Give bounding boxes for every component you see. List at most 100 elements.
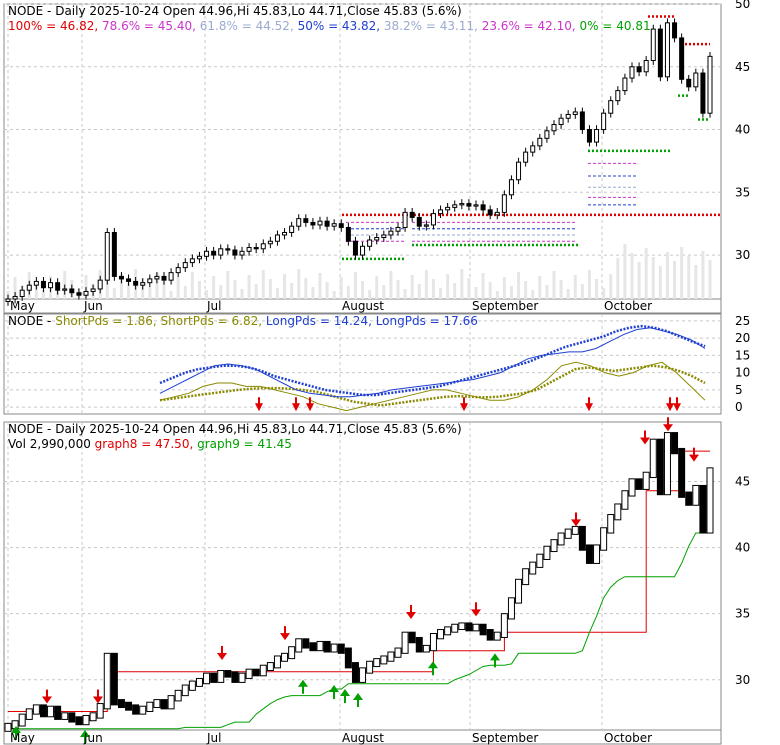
price-y-tick: 35 (735, 185, 750, 199)
indicator-series-line (159, 361, 706, 412)
volume-bar (261, 270, 265, 299)
sell-arrow (280, 633, 290, 641)
lower-y-tick: 35 (735, 607, 750, 621)
price-candle (672, 22, 678, 39)
volume-bar (155, 273, 159, 299)
price-candle (218, 248, 224, 256)
volume-bar (84, 275, 88, 299)
price-x-tick: August (342, 299, 384, 313)
indicator-y-tick: 10 (735, 366, 750, 380)
lower-candle (422, 644, 430, 653)
volume-bar (467, 278, 471, 299)
price-candle (374, 236, 380, 241)
price-candle (430, 213, 436, 226)
lower-candle (380, 655, 388, 665)
indicator-legend-item: LongPds = 14.24, (266, 314, 376, 328)
price-candle (700, 72, 706, 114)
volume-bar (148, 287, 152, 299)
indicator-grid (4, 314, 721, 414)
volume-bar (219, 285, 223, 299)
price-candle (289, 225, 295, 233)
price-x-tick: May (10, 299, 35, 313)
volume-bar (403, 289, 407, 299)
price-candle (62, 288, 68, 291)
lower-candle (635, 478, 643, 490)
indicator-sell-arrow (585, 403, 593, 412)
volume-bar (552, 271, 556, 299)
volume-bar (339, 277, 343, 299)
price-title: NODE - Daily 2025-10-24 Open 44.96,Hi 45… (8, 4, 462, 18)
price-candle (438, 209, 444, 215)
lower-candle (692, 484, 700, 506)
fib-legend-item: 0% = 40.81 (580, 19, 651, 33)
indicator-y-tick: 0 (735, 400, 743, 414)
price-candle (338, 223, 344, 228)
volume-bar (651, 257, 655, 299)
lower-candle (32, 704, 40, 715)
volume-bar (361, 281, 365, 299)
price-candle (147, 278, 153, 284)
lower-candle (224, 670, 232, 678)
volume-bar (602, 288, 606, 299)
volume-bar (247, 275, 251, 299)
price-candle (530, 145, 536, 153)
volume-bar (431, 279, 435, 299)
indicator-sell-arrow (255, 403, 263, 412)
volume-bar (566, 289, 570, 299)
lower-candle (337, 643, 345, 654)
volume-bar (368, 290, 372, 299)
price-candle (643, 59, 649, 73)
volume-bar (183, 286, 187, 299)
lower-x-tick: October (604, 731, 652, 745)
price-candle (204, 250, 210, 257)
price-y-tick: 30 (735, 248, 750, 262)
volume-bar (446, 274, 450, 299)
lower-candle (139, 705, 147, 715)
volume-bar (197, 281, 201, 299)
lower-candle (217, 670, 225, 683)
lower-candle (401, 631, 409, 654)
lower-candle (96, 703, 104, 719)
indicator-legend-item: ShortPds = 1.86, (55, 314, 160, 328)
price-candle (324, 220, 330, 227)
fib-lines (342, 15, 722, 261)
volume-bar (190, 272, 194, 299)
volume-bar (290, 283, 294, 299)
lower-candle (210, 672, 218, 683)
sell-arrow (689, 454, 699, 462)
fib-legend-item: 23.6% = 42.10, (482, 19, 580, 33)
lower-candle (486, 629, 494, 641)
volume-bar (13, 277, 17, 299)
graph9-line (8, 532, 710, 730)
lower-y-tick: 30 (735, 673, 750, 687)
indicator-sell-arrow (306, 403, 314, 412)
lower-candle (309, 642, 317, 652)
lower-candle (444, 626, 452, 636)
lower-x-tick: August (342, 731, 384, 745)
price-candle (168, 272, 174, 281)
price-candle (360, 245, 366, 256)
lower-candle (181, 684, 189, 697)
price-candle (679, 37, 685, 80)
price-candle (232, 249, 238, 256)
lower-candle (195, 677, 203, 687)
lower-candle (359, 667, 367, 683)
fib-legend-item: 78.6% = 45.40, (102, 19, 200, 33)
price-candle (161, 275, 167, 281)
sell-arrow (640, 437, 650, 445)
lower-candle (167, 695, 175, 710)
lower-candle (288, 646, 296, 660)
price-candle (586, 129, 592, 143)
price-candle (48, 282, 54, 289)
price-candle (423, 224, 429, 227)
volume-bar (162, 282, 166, 299)
volume-bar (283, 274, 287, 299)
indicator-series-line (159, 324, 706, 397)
volume-bar (233, 280, 237, 299)
lower-candle (472, 623, 480, 632)
lower-candle (330, 643, 338, 653)
price-candle (40, 280, 46, 289)
volume-bar (424, 270, 428, 299)
volume-bar (538, 276, 542, 299)
lower-candle (295, 638, 303, 653)
